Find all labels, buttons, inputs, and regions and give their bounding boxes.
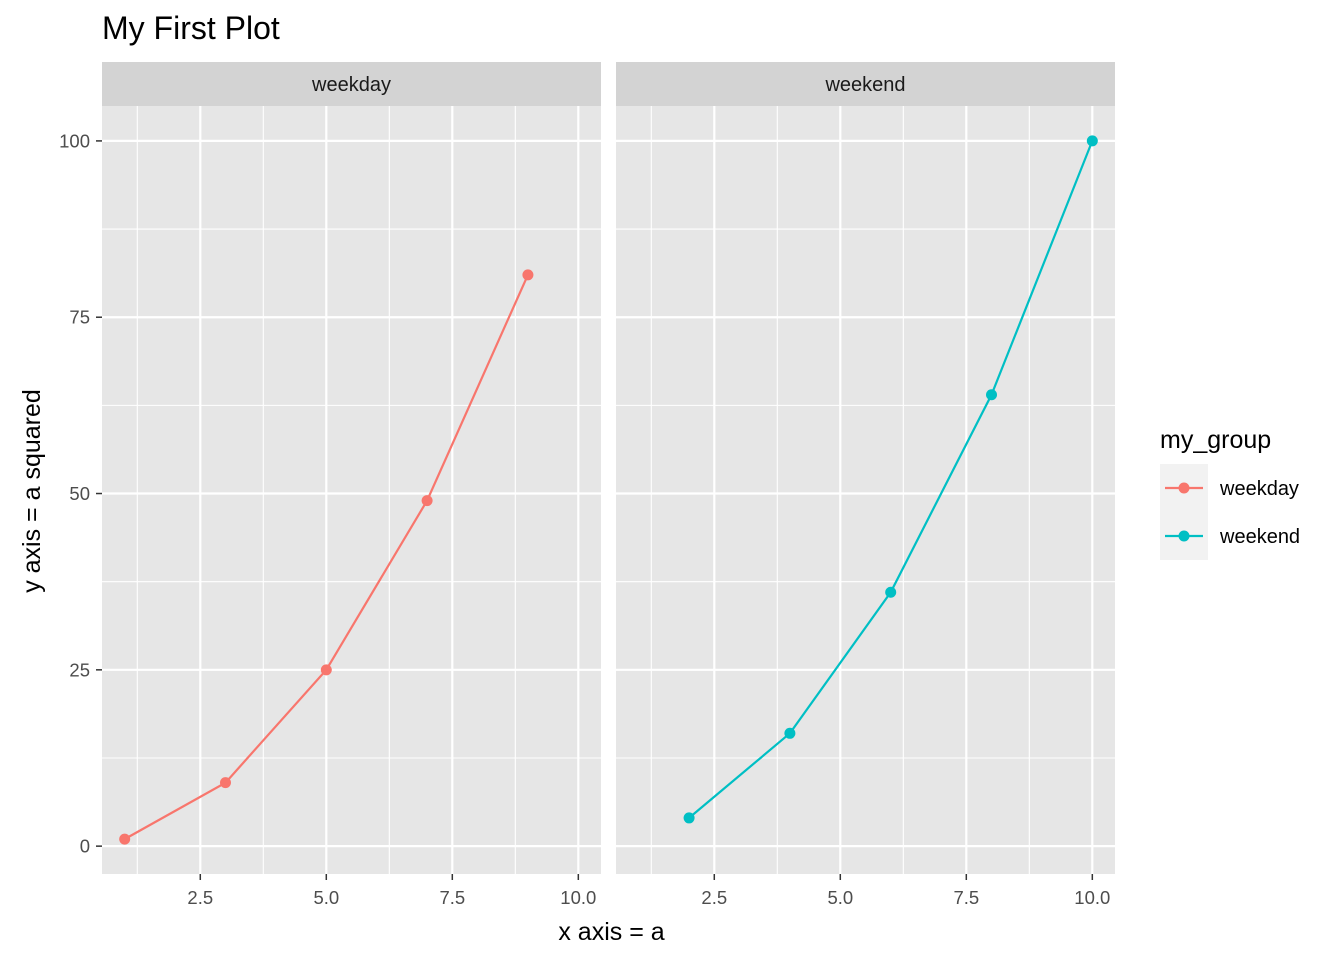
data-point-weekday xyxy=(219,777,231,789)
x-axis: 2.5 5.0 7.5 10.0 2.5 5.0 7.5 10.0 xyxy=(187,874,1110,908)
data-point-weekday xyxy=(421,495,433,507)
y-tick-label: 100 xyxy=(59,130,90,151)
legend-key-point xyxy=(1178,530,1190,542)
data-point-weekday xyxy=(320,664,332,676)
x-tick-label: 10.0 xyxy=(560,887,596,908)
y-tick-label: 0 xyxy=(80,836,90,857)
legend-key-point xyxy=(1178,482,1190,494)
legend-label: weekday xyxy=(1219,478,1299,500)
x-tick-label: 7.5 xyxy=(953,887,979,908)
legend-entry-weekday: weekday xyxy=(1160,464,1299,512)
data-point-weekend xyxy=(885,586,897,598)
legend-label: weekend xyxy=(1219,526,1300,548)
x-tick-label: 5.0 xyxy=(313,887,339,908)
x-tick-label: 2.5 xyxy=(701,887,727,908)
facet-panels: weekday weekend xyxy=(102,62,1115,874)
data-point-weekend xyxy=(1086,135,1098,147)
data-point-weekend xyxy=(683,812,695,824)
legend: my_group weekday weekend xyxy=(1160,426,1300,560)
chart-title: My First Plot xyxy=(102,10,280,46)
x-tick-label: 7.5 xyxy=(439,887,465,908)
legend-keys: weekday weekend xyxy=(1160,464,1300,560)
facet-strip xyxy=(616,62,1115,106)
data-point-weekday xyxy=(522,269,534,281)
legend-title: my_group xyxy=(1160,426,1271,454)
data-point-weekend xyxy=(986,389,998,401)
x-axis-title: x axis = a xyxy=(558,918,664,946)
facet-panel-weekday: weekday xyxy=(102,62,601,874)
y-tick-label: 75 xyxy=(69,307,90,328)
y-axis: 0 25 50 75 100 xyxy=(59,130,102,857)
facet-strip-label: weekend xyxy=(824,74,905,96)
data-point-weekday xyxy=(119,833,131,845)
facet-strip xyxy=(102,62,601,106)
panel-background xyxy=(102,106,601,874)
legend-entry-weekend: weekend xyxy=(1160,512,1300,560)
y-axis-title: y axis = a squared xyxy=(18,389,46,593)
x-tick-label: 5.0 xyxy=(827,887,853,908)
y-tick-label: 25 xyxy=(69,659,90,680)
facet-panel-weekend: weekend xyxy=(616,62,1115,874)
facet-strip-label: weekday xyxy=(311,74,391,96)
panel-background xyxy=(616,106,1115,874)
x-tick-label: 2.5 xyxy=(187,887,213,908)
x-tick-label: 10.0 xyxy=(1074,887,1110,908)
y-tick-label: 50 xyxy=(69,483,90,504)
data-point-weekend xyxy=(784,727,796,739)
